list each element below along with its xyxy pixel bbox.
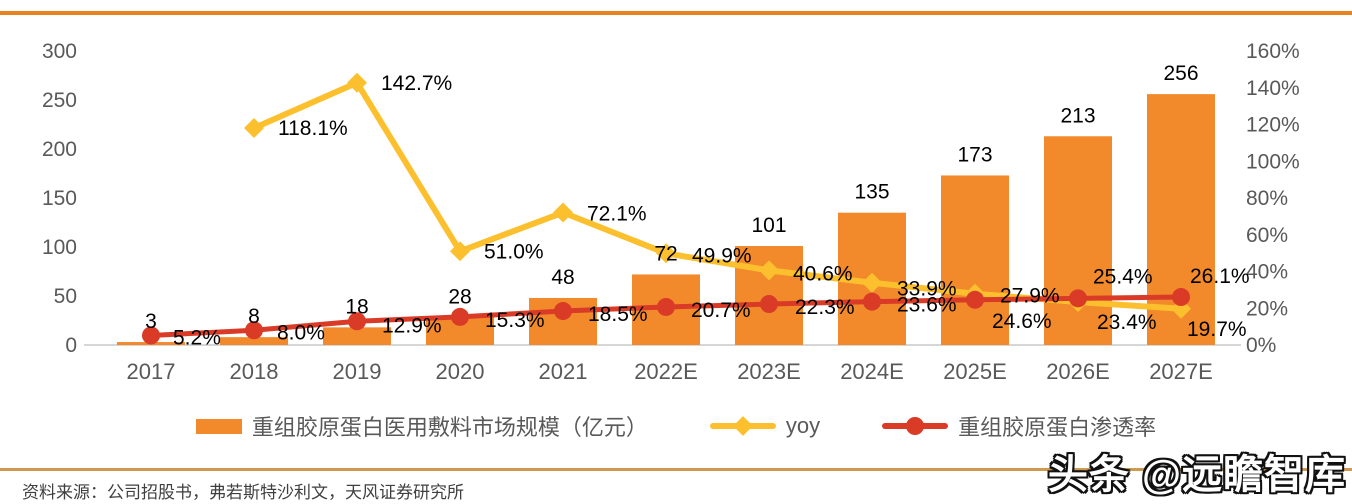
yoy-value-label: 19.7% [1187,318,1247,341]
yoy-diamond-marker [656,243,676,264]
penetration-circle-marker [554,302,572,321]
x-axis-category: 2017 [127,359,176,384]
market-size-bar [323,327,391,345]
bar-value-label: 213 [1060,104,1095,127]
left-axis-tick: 150 [42,187,77,210]
penetration-circle-marker [1172,288,1190,307]
bar-value-label: 48 [551,266,574,289]
penetration-value-label: 23.6% [897,294,957,317]
penetration-circle-marker [142,326,160,345]
yoy-diamond-marker [450,241,470,262]
yoy-line [252,79,1182,312]
line-circle-swatch-icon [882,416,949,436]
x-axis-category: 2023E [737,359,801,384]
penetration-value-label: 12.9% [382,314,442,337]
x-axis-category: 2022E [634,359,698,384]
yoy-value-label: 72.1% [587,203,647,226]
bar-swatch-icon [195,418,242,434]
legend-label-yoy: yoy [785,413,821,438]
penetration-value-label: 22.3% [795,296,855,319]
right-axis-tick: 20% [1246,297,1288,320]
yoy-value-label: 49.9% [692,244,752,267]
yoy-diamond-marker [553,202,573,223]
x-axis-category: 2027E [1149,359,1213,384]
bottom-divider [0,468,1352,471]
legend-item-penetration: 重组胶原蛋白渗透率 [882,410,1156,442]
right-axis-tick: 140% [1246,77,1300,100]
yoy-value-label: 33.9% [897,278,957,301]
yoy-value-label: 23.4% [1097,311,1157,334]
bar-value-label: 256 [1163,62,1198,85]
left-axis-tick: 300 [42,40,77,63]
penetration-circle-marker [657,297,675,316]
bar-value-label: 101 [751,214,786,237]
penetration-value-label: 8.0% [277,321,325,344]
x-axis-category: 2019 [333,359,382,384]
right-axis-tick: 80% [1246,187,1288,210]
penetration-circle-marker [1069,289,1087,308]
right-axis-tick: 60% [1246,224,1288,247]
yoy-value-label: 118.1% [278,117,348,140]
x-axis-category: 2021 [539,359,588,384]
legend-label-market-size: 重组胶原蛋白医用敷料市场规模（亿元） [251,415,648,440]
yoy-value-label: 142.7% [381,72,452,95]
x-axis-category: 2025E [943,359,1007,384]
right-axis-tick: 40% [1246,261,1288,284]
penetration-circle-marker [863,292,881,311]
right-axis-tick: 100% [1246,150,1300,173]
penetration-value-label: 5.2% [173,326,221,349]
yoy-diamond-marker [862,272,882,293]
bar-value-label: 173 [957,143,992,166]
bar-value-label: 72 [654,242,677,265]
right-axis-tick: 160% [1246,40,1300,63]
penetration-circle-marker [451,307,469,326]
yoy-diamond-marker [347,72,367,93]
right-axis-tick: 0% [1246,334,1276,357]
bar-value-label: 8 [248,305,260,328]
market-size-bar [941,175,1009,345]
penetration-value-label: 26.1% [1190,265,1250,288]
legend: 重组胶原蛋白医用敷料市场规模（亿元） yoy 重组胶原蛋白渗透率 [0,410,1352,442]
penetration-circle-marker [245,321,263,340]
yoy-value-label: 40.6% [793,262,853,285]
right-axis-tick: 120% [1246,114,1300,137]
penetration-value-label: 18.5% [588,303,648,326]
legend-item-market-size: 重组胶原蛋白医用敷料市场规模（亿元） [195,410,648,442]
left-axis-tick: 250 [42,89,77,112]
left-axis-tick: 0 [65,334,77,357]
market-size-combo-chart: 300250200150100500160%140%120%100%80%60%… [42,40,1300,384]
top-divider [0,11,1352,15]
bar-value-label: 3 [145,310,157,333]
yoy-diamond-marker [244,117,264,138]
left-axis-tick: 100 [42,236,77,259]
penetration-value-label: 15.3% [485,309,545,332]
yoy-value-label: 27.9% [1000,285,1060,308]
penetration-value-label: 20.7% [691,299,751,322]
watermark: 头条 @远瞻智库 [1047,453,1346,497]
legend-item-yoy: yoy [709,413,821,439]
yoy-value-label: 51.0% [484,240,544,263]
penetration-circle-marker [966,290,984,309]
penetration-circle-marker [760,295,778,314]
legend-label-penetration: 重组胶原蛋白渗透率 [958,415,1157,440]
x-axis-category: 2018 [230,359,279,384]
bar-value-label: 135 [854,181,889,204]
left-axis-tick: 200 [42,138,77,161]
penetration-circle-marker [348,312,366,331]
market-size-bar [220,337,288,345]
bar-value-label: 18 [345,295,368,318]
penetration-value-label: 25.4% [1093,265,1153,288]
x-axis-category: 2020 [436,359,485,384]
x-axis-category: 2026E [1046,359,1110,384]
left-axis-tick: 50 [54,285,77,308]
line-diamond-swatch-icon [709,416,776,436]
x-axis-category: 2024E [840,359,904,384]
bar-value-label: 28 [448,286,471,309]
penetration-value-label: 24.6% [992,310,1052,333]
yoy-diamond-marker [759,260,779,281]
source-note: 资料来源：公司招股书，弗若斯特沙利文，天风证券研究所 [22,483,464,502]
